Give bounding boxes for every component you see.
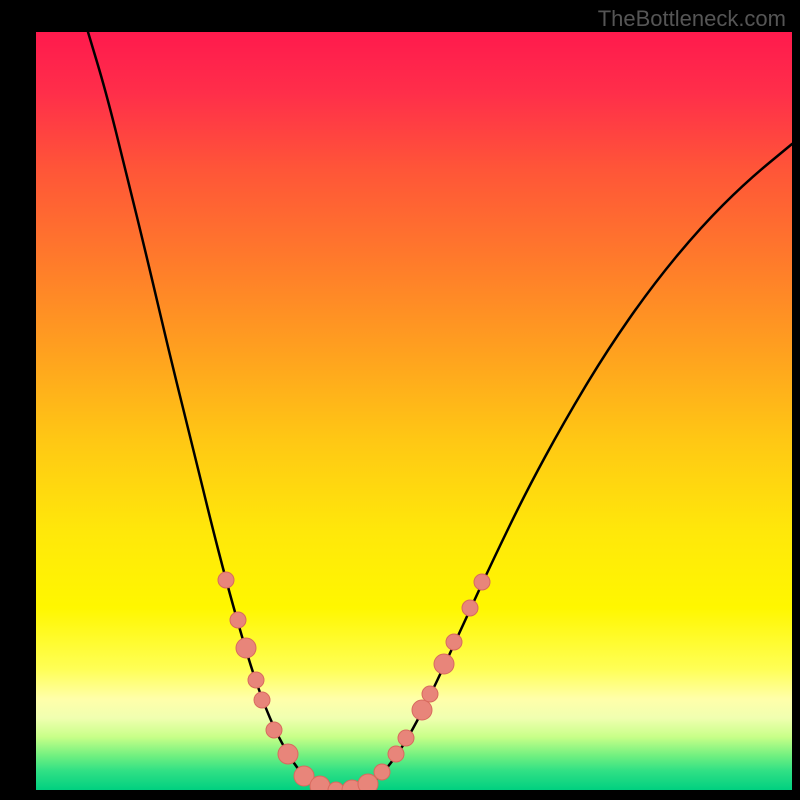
bottleneck-curve xyxy=(88,32,792,790)
watermark-text: TheBottleneck.com xyxy=(598,6,786,32)
data-marker xyxy=(422,686,438,702)
data-marker xyxy=(266,722,282,738)
plot-area xyxy=(36,32,792,790)
data-marker xyxy=(434,654,454,674)
data-marker xyxy=(462,600,478,616)
data-marker xyxy=(374,764,390,780)
data-marker xyxy=(254,692,270,708)
data-markers xyxy=(218,572,490,790)
data-marker xyxy=(236,638,256,658)
data-marker xyxy=(218,572,234,588)
data-marker xyxy=(388,746,404,762)
curve-layer xyxy=(36,32,792,790)
data-marker xyxy=(248,672,264,688)
data-marker xyxy=(278,744,298,764)
data-marker xyxy=(398,730,414,746)
data-marker xyxy=(446,634,462,650)
data-marker xyxy=(412,700,432,720)
data-marker xyxy=(230,612,246,628)
data-marker xyxy=(474,574,490,590)
